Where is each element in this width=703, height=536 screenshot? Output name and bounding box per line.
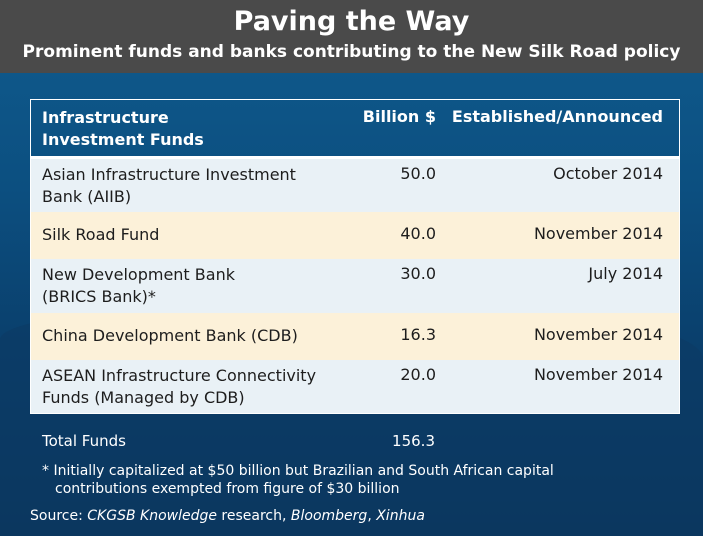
table-header: Infrastructure Investment Funds Billion … [31,100,679,159]
table-row: ASEAN Infrastructure Connectivity Funds … [31,360,679,413]
fund-name: ASEAN Infrastructure Connectivity Funds … [42,366,317,407]
table-row: Asian Infrastructure Investment Bank (AI… [31,159,679,212]
table-row: Silk Road Fund 40.0 November 2014 [31,212,679,259]
fund-date: July 2014 [588,264,663,283]
page-title: Paving the Way [233,6,470,37]
fund-name: Silk Road Fund [42,225,160,244]
footnote-line-1: * Initially capitalized at $50 billion b… [42,463,554,479]
fund-amount: 20.0 [400,365,436,384]
footnote-line-2: contributions exempted from figure of $3… [55,481,400,497]
fund-amount: 30.0 [400,264,436,283]
fund-date: November 2014 [533,325,663,344]
total-value: 156.3 [392,432,435,450]
fund-date: November 2014 [533,365,663,384]
page-subtitle: Prominent funds and banks contributing t… [22,42,681,62]
table-row: China Development Bank (CDB) 16.3 Novemb… [31,313,679,360]
fund-date: November 2014 [533,224,663,243]
header: Paving the Way Prominent funds and banks… [0,0,703,73]
fund-name: New Development Bank (BRICS Bank)* [42,265,235,306]
column-header-amount: Billion $ [362,107,436,126]
footnote: * Initially capitalized at $50 billion b… [42,462,662,498]
fund-amount: 50.0 [400,164,436,183]
source-xinhua: Xinhua [376,508,425,524]
fund-date: October 2014 [553,164,663,183]
source-line: Source: CKGSB Knowledge research, Bloomb… [30,508,425,524]
table-row: New Development Bank (BRICS Bank)* 30.0 … [31,259,679,313]
total-label: Total Funds [42,432,126,450]
fund-amount: 16.3 [400,325,436,344]
fund-amount: 40.0 [400,224,436,243]
funds-table: Infrastructure Investment Funds Billion … [30,99,680,414]
fund-name: Asian Infrastructure Investment Bank (AI… [42,165,296,206]
source-ckgsb: CKGSB Knowledge [87,508,217,524]
source-bloomberg: Bloomberg [290,508,368,524]
column-header-fund: Infrastructure Investment Funds [42,108,204,149]
column-header-date: Established/Announced [451,107,663,126]
fund-name: China Development Bank (CDB) [42,326,298,345]
